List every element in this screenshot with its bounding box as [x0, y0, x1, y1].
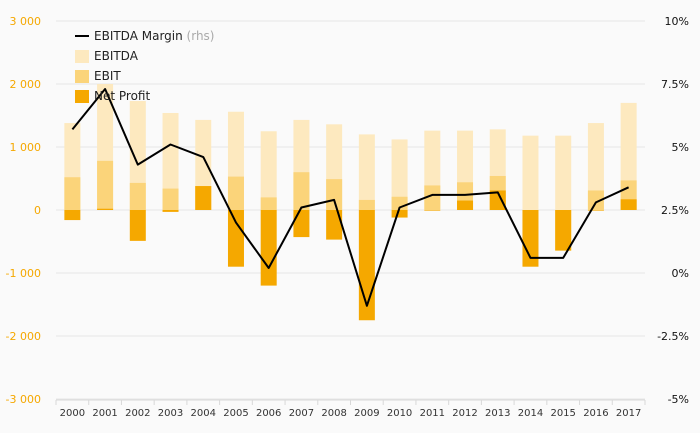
ebit-bar — [358, 199, 375, 210]
net-profit-bar — [587, 210, 604, 211]
ebitda-bar — [358, 134, 375, 210]
ebit-bar — [293, 172, 310, 210]
net-profit-bar — [522, 210, 539, 267]
legend-swatch-net-profit — [75, 90, 89, 103]
ebit-bar — [227, 176, 244, 210]
legend-suffix: (rhs) — [183, 29, 215, 43]
ebit-bar — [97, 160, 114, 210]
x-tick-label: 2013 — [485, 408, 510, 419]
x-tick-label: 2014 — [518, 408, 543, 419]
net-profit-bar — [555, 210, 572, 251]
x-tick-label: 2002 — [125, 408, 150, 419]
left-tick-label: -3 000 — [6, 393, 41, 406]
x-tick-label: 2000 — [60, 408, 85, 419]
bar-layer — [64, 84, 637, 321]
left-tick-label: 1 000 — [10, 141, 42, 154]
x-axis: 2000 2001 2002 2003 2004 2005 2006 2007 2008 2009… — [55, 399, 646, 419]
net-profit-bar — [326, 210, 343, 240]
x-tick-label: 2010 — [387, 408, 412, 419]
net-profit-bar — [129, 210, 146, 241]
ebitda-bar — [162, 112, 179, 210]
right-tick-label: 2.5% — [661, 204, 689, 217]
x-tick-label: 2003 — [158, 408, 183, 419]
legend-label-ebitda: EBITDA — [94, 49, 139, 63]
x-tick-label: 2005 — [223, 408, 248, 419]
grid-lines — [56, 20, 645, 400]
legend-label-net-profit: Net Profit — [94, 89, 150, 103]
x-tick-label: 2015 — [550, 408, 575, 419]
net-profit-bar — [457, 200, 474, 210]
x-tick-label: 2006 — [256, 408, 281, 419]
x-tick-label: 2004 — [191, 408, 216, 419]
ebitda-bar — [260, 131, 277, 210]
x-tick-label: 2012 — [452, 408, 477, 419]
ebitda-margin-line — [71, 88, 630, 307]
net-profit-bar — [162, 210, 179, 212]
right-tick-label: 5% — [672, 141, 689, 154]
right-tick-label: 7.5% — [661, 78, 689, 91]
net-profit-bar — [620, 199, 637, 210]
legend-swatch-ebit — [75, 70, 89, 83]
left-tick-label: 0 — [34, 204, 41, 217]
left-tick-label: -1 000 — [6, 267, 41, 280]
net-profit-bar — [64, 210, 81, 221]
right-tick-label: -5% — [668, 393, 689, 406]
ebit-bar — [64, 177, 81, 210]
ebitda-bar — [129, 101, 146, 210]
left-tick-label: -2 000 — [6, 330, 41, 343]
x-tick-label: 2001 — [92, 408, 117, 419]
ebit-bar — [326, 179, 343, 210]
legend-label-ebit: EBIT — [94, 69, 121, 83]
ebitda-bar — [522, 135, 539, 210]
ebitda-bar — [587, 123, 604, 210]
net-profit-bar — [489, 190, 506, 210]
net-profit-bar — [195, 186, 212, 210]
ebit-bar — [162, 188, 179, 210]
legend-swatch-ebitda — [75, 50, 89, 63]
x-tick-label: 2007 — [289, 408, 314, 419]
ebit-bar — [129, 182, 146, 210]
x-tick-label: 2008 — [321, 408, 346, 419]
ebitda-bar — [391, 139, 408, 210]
net-profit-bar — [97, 208, 114, 210]
right-axis-ticks: -5% -2.5% 0% 2.5% 5% 7.5% 10% — [657, 15, 689, 406]
net-profit-bar — [260, 210, 277, 286]
net-profit-bar — [424, 210, 441, 211]
margin-line-layer — [71, 88, 630, 307]
x-tick-label: 2016 — [583, 408, 608, 419]
x-tick-label: 2017 — [616, 408, 641, 419]
ebitda-bar — [555, 135, 572, 210]
legend: EBITDA Margin (rhs) EBITDA EBIT Net Profit — [75, 29, 215, 103]
ebit-bar — [587, 190, 604, 210]
legend-label-ebitda-margin: EBITDA Margin (rhs) — [94, 29, 215, 43]
right-tick-label: 10% — [665, 15, 689, 28]
left-tick-label: 2 000 — [10, 78, 42, 91]
left-tick-label: 3 000 — [10, 15, 42, 28]
x-tick-label: 2009 — [354, 408, 379, 419]
ebit-bar — [424, 185, 441, 210]
net-profit-bar — [293, 210, 310, 238]
left-axis-ticks: -3 000 -2 000 -1 000 0 1 000 2 000 3 000 — [6, 15, 41, 406]
right-tick-label: 0% — [672, 267, 689, 280]
net-profit-bar — [391, 210, 408, 218]
right-tick-label: -2.5% — [657, 330, 689, 343]
ebit-bar — [260, 197, 277, 210]
net-profit-bar — [227, 210, 244, 267]
x-tick-label: 2011 — [420, 408, 445, 419]
